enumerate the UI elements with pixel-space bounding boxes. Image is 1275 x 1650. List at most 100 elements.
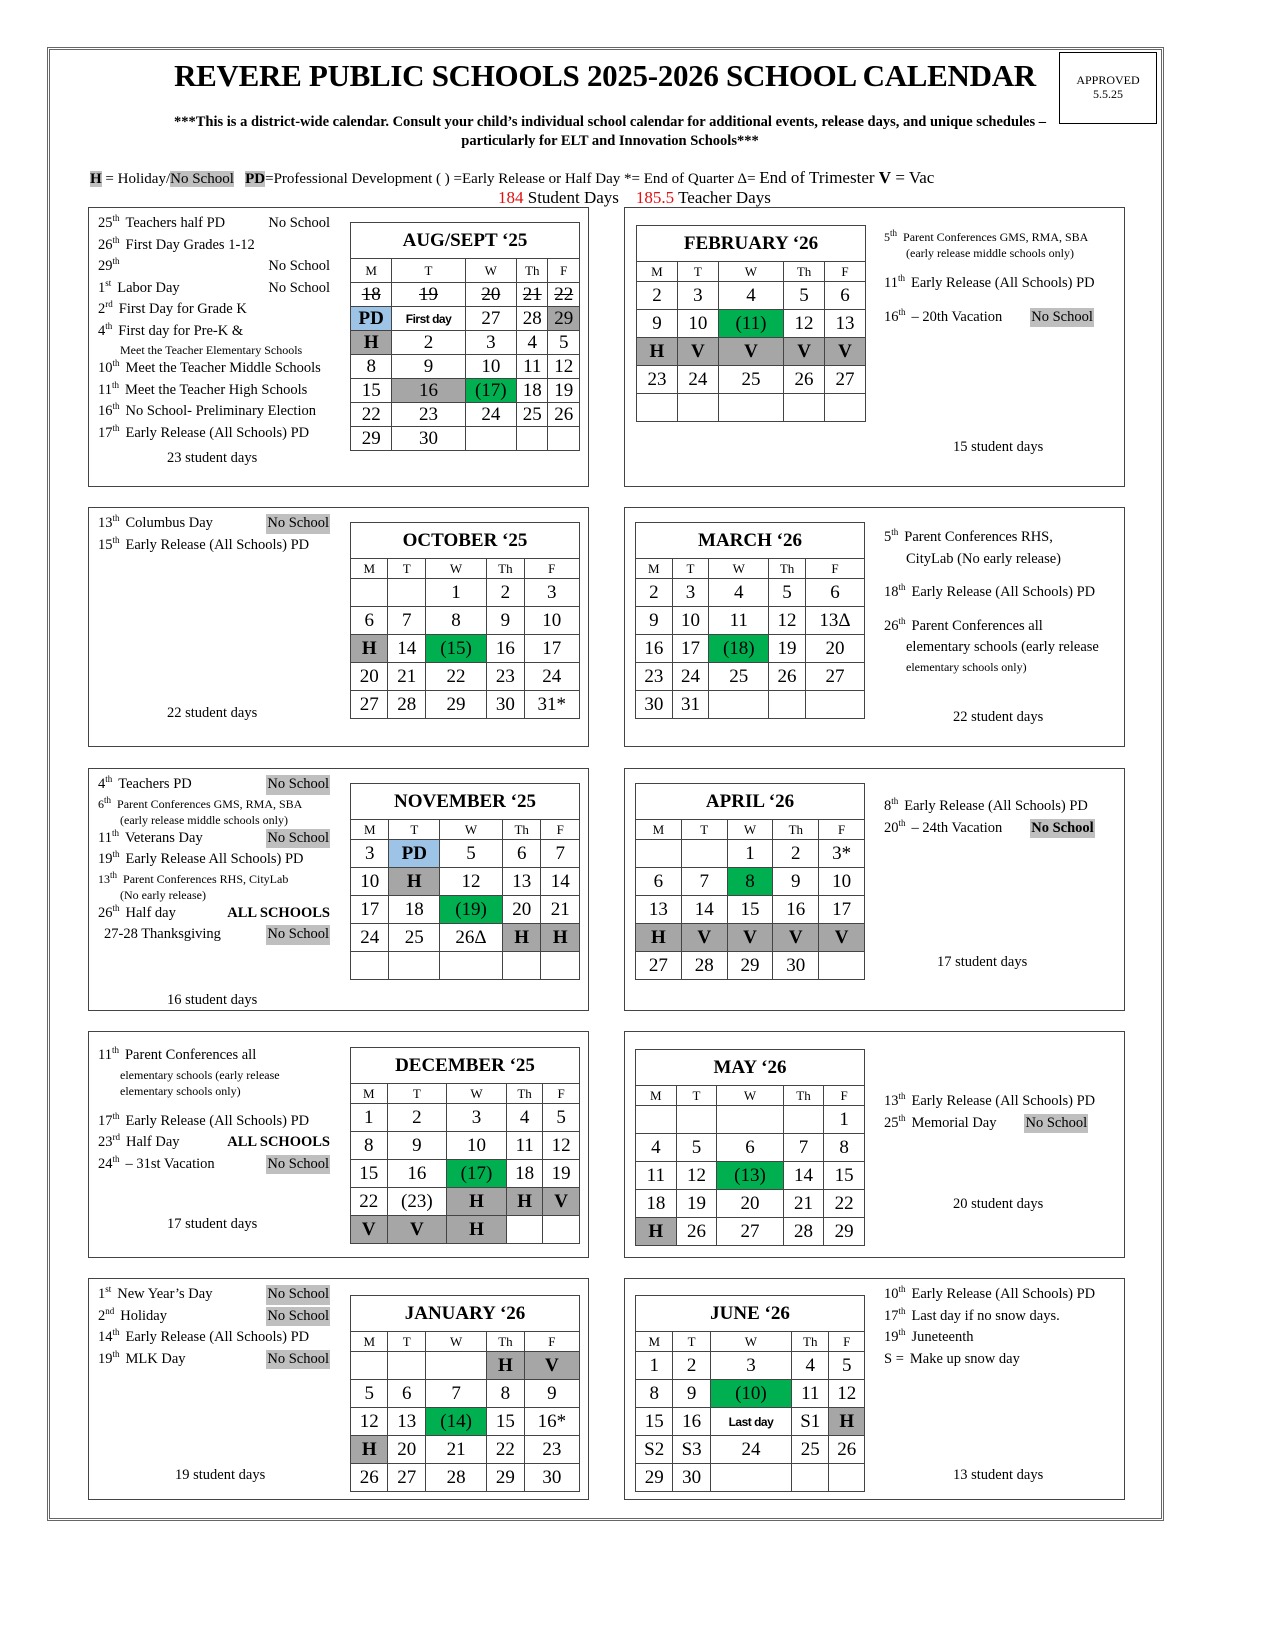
calendar-may: MAY ‘26 M T W Th F 1 4 5 6 7 8 11 12 (13) 14 15 18 19 20 21 2… xyxy=(635,1049,865,1246)
day-cell: 18 xyxy=(388,895,441,924)
calendar-feb: FEBRUARY ‘26 M T W Th F 2 3 4 5 6 9 10 (11) 12 13 H V V V V 2… xyxy=(636,225,866,422)
note-text: First day for Pre-K & xyxy=(118,322,244,339)
note-date: 23rd xyxy=(98,1132,120,1150)
day-cell: 11 xyxy=(635,1161,677,1190)
calendar-apr: APRIL ‘26 M T W Th F 1 2 3* 6 7 8 9 10 13 14 15 16 17 H V V V V… xyxy=(635,783,865,980)
day-cell: 5 xyxy=(547,330,580,355)
day-cell: 7 xyxy=(680,867,728,896)
note-text: Juneteenth xyxy=(911,1329,974,1345)
note-item: 18th Early Release (All Schools) PD xyxy=(884,583,1119,603)
note-date: 1st xyxy=(98,1284,112,1302)
day-cell: 16 xyxy=(486,634,525,663)
day-cell: V xyxy=(350,1215,388,1244)
day-cell: 21 xyxy=(424,1435,488,1464)
note-item: 11th Meet the Teacher High Schools xyxy=(98,380,330,401)
calendar-title-row: APRIL ‘26 xyxy=(635,783,865,820)
day-cell: 3 xyxy=(446,1103,507,1132)
day-cell: H xyxy=(446,1215,507,1244)
day-cell: (17) xyxy=(464,378,518,403)
day-cell: 28 xyxy=(387,690,426,719)
day-cell: 1 xyxy=(424,578,488,607)
day-cell: 19 xyxy=(768,634,806,663)
note-tag: No School xyxy=(268,279,330,296)
day-cell: 8 xyxy=(424,606,488,635)
note-date-suffix: th xyxy=(112,902,120,913)
week-row: 22 23 24 25 26 xyxy=(349,402,580,427)
note-text: Veterans Day xyxy=(124,829,203,846)
weekday-header: Th xyxy=(486,1331,525,1352)
day-cell: 4 xyxy=(635,1133,677,1162)
weekday-header: W xyxy=(424,558,488,579)
day-cell: V xyxy=(726,923,774,952)
day-cell: 28 xyxy=(516,306,549,331)
day-cell: 9 xyxy=(635,606,673,635)
day-cell: 17 xyxy=(818,895,865,924)
day-cell: 10 xyxy=(671,606,710,635)
day-cell: 23 xyxy=(636,365,678,394)
note-date-suffix: th xyxy=(112,534,120,545)
note-date-suffix: th xyxy=(112,358,120,369)
day-cell xyxy=(804,690,866,719)
day-cell xyxy=(636,393,678,422)
day-cell: 4 xyxy=(516,330,549,355)
day-cell: 30 xyxy=(523,1463,581,1492)
day-cell: S3 xyxy=(672,1435,711,1464)
note-item: 17th Early Release (All Schools) PD xyxy=(98,423,330,444)
week-row: 9 10 11 12 13Δ xyxy=(635,606,866,635)
legend-v-text: = Vac xyxy=(891,168,935,187)
student-days-nov: 16 student days xyxy=(167,992,258,1008)
day-cell: V xyxy=(542,1187,580,1216)
day-cell: 6 xyxy=(387,1379,426,1408)
week-row: 1 2 3* xyxy=(635,839,865,868)
day-cell: H xyxy=(349,634,389,663)
weekday-header: W xyxy=(446,1083,507,1104)
day-cell: (15) xyxy=(424,634,488,663)
note-item: CityLab (No early release) xyxy=(884,550,1119,570)
week-row: 15 16 Last day S1 H xyxy=(634,1407,865,1436)
month-box-may: 13th Early Release (All Schools) PD 25th Me… xyxy=(624,1031,1125,1258)
note-date: 25th xyxy=(98,213,120,231)
day-cell: 9 xyxy=(386,1131,448,1160)
note-date: 16th xyxy=(98,401,120,419)
day-cell xyxy=(516,426,549,451)
day-cell: V xyxy=(523,1351,581,1380)
day-cell xyxy=(439,951,503,980)
day-cell: (11) xyxy=(717,309,785,338)
week-row: 17 18 (19) 20 21 xyxy=(349,895,580,924)
calendar-nov: NOVEMBER ‘25 M T W Th F 3 PD 5 6 7 10 H 12 13 14 17 18 (19… xyxy=(349,783,580,980)
calendar-augsept: AUG/SEPT ‘25 M T W Th F 18 19 20 21 22 PD First day 2… xyxy=(349,222,580,451)
calendar-title-row: MAY ‘26 xyxy=(635,1049,865,1086)
day-cell: 11 xyxy=(505,1131,544,1160)
note-date-suffix: th xyxy=(112,1327,120,1338)
day-cell: 22 xyxy=(424,662,488,691)
week-row: 26 27 28 29 30 xyxy=(349,1463,581,1492)
day-cell: H xyxy=(349,330,393,355)
day-cell xyxy=(791,1463,830,1492)
day-cell xyxy=(542,1215,580,1244)
day-cell xyxy=(635,839,682,868)
note-date: 19th xyxy=(884,1327,906,1345)
month-title: OCTOBER ‘25 xyxy=(350,522,580,559)
month-title: JANUARY ‘26 xyxy=(350,1295,580,1332)
day-cell: 24 xyxy=(709,1435,793,1464)
note-tag: No School xyxy=(266,1349,330,1369)
notes-apr: 8th Early Release (All Schools) PD 20th – 2… xyxy=(884,797,1119,840)
weekday-header: F xyxy=(804,558,866,579)
calendar-title-row: FEBRUARY ‘26 xyxy=(636,225,866,262)
day-cell: 8 xyxy=(634,1379,674,1408)
note-date-suffix: th xyxy=(891,796,899,807)
day-cell: 30 xyxy=(635,690,673,719)
note-text: Meet the Teacher High Schools xyxy=(124,381,308,398)
week-row: 10 H 12 13 14 xyxy=(349,867,580,896)
note-text: Early Release (All Schools) PD xyxy=(125,1329,310,1345)
day-cell: 16 xyxy=(772,895,820,924)
day-cell: 10 xyxy=(818,867,865,896)
week-row: 6 7 8 9 10 xyxy=(635,867,865,896)
note-text: First Day for Grade K xyxy=(118,301,247,317)
note-item: 4th Teachers PD No School xyxy=(98,775,330,795)
note-item: 26th Half day ALL SCHOOLS xyxy=(98,902,330,924)
